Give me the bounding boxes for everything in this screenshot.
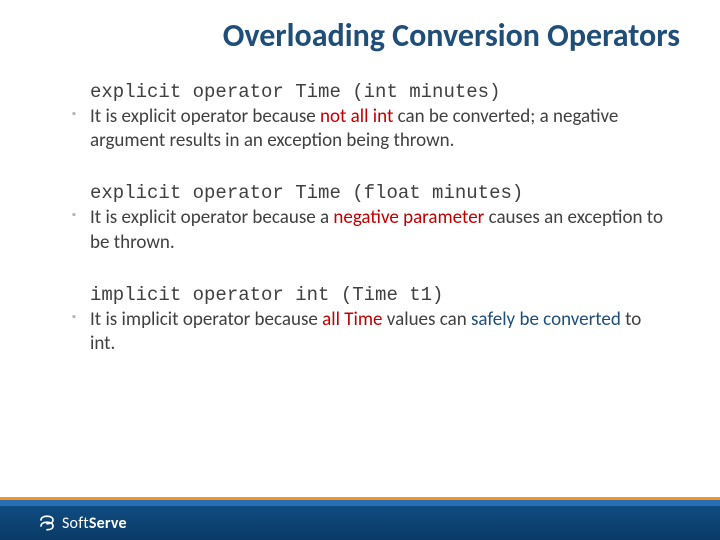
text: It is implicit operator because	[90, 308, 322, 331]
text: It is explicit operator because a	[90, 206, 333, 229]
softserve-logo-icon	[38, 514, 56, 532]
slide-title: Overloading Conversion Operators	[0, 0, 720, 63]
highlight: not all int	[320, 105, 393, 128]
slide-content: explicit operator Time (int minutes) It …	[0, 63, 720, 357]
bullet-item: It is explicit operator because not all …	[90, 105, 670, 154]
logo-suffix: Serve	[89, 514, 127, 533]
slide-footer: SoftServe	[0, 492, 720, 540]
text: It is explicit operator because	[90, 105, 320, 128]
code-snippet: implicit operator int (Time t1)	[90, 284, 670, 306]
highlight: negative parameter	[333, 206, 484, 229]
bullet-item: It is implicit operator because all Time…	[90, 308, 670, 357]
text: values can	[383, 308, 471, 331]
footer-bar: SoftServe	[0, 506, 720, 540]
code-snippet: explicit operator Time (int minutes)	[90, 81, 670, 103]
softserve-logo-text: SoftServe	[62, 514, 127, 533]
code-snippet: explicit operator Time (float minutes)	[90, 182, 670, 204]
bullet-item: It is explicit operator because a negati…	[90, 206, 670, 255]
highlight: safely be converted	[471, 308, 621, 331]
logo-prefix: Soft	[62, 514, 89, 533]
highlight: all Time	[322, 308, 382, 331]
